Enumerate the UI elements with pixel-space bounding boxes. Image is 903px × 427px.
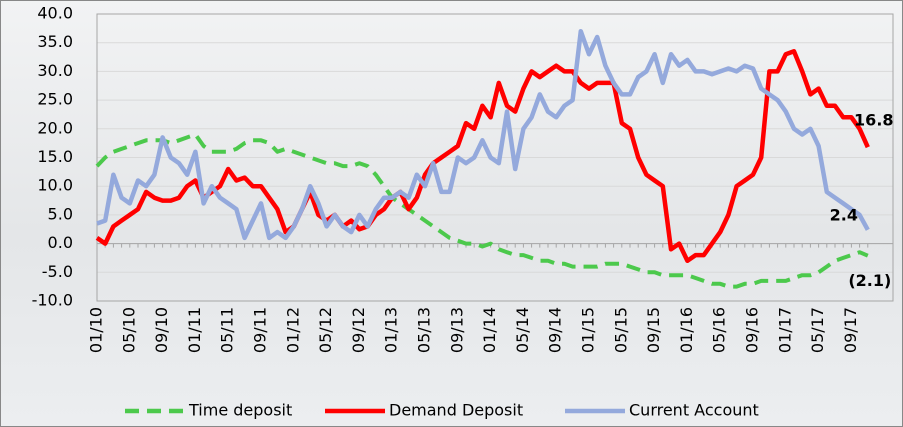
x-tick-label: 01/12 xyxy=(283,307,302,353)
x-tick-label: 09/11 xyxy=(251,307,270,353)
y-tick-label: 25.0 xyxy=(37,90,73,109)
y-tick-label: 15.0 xyxy=(37,147,73,166)
x-tick-label: 05/13 xyxy=(415,307,434,353)
x-tick-label: 05/12 xyxy=(316,307,335,353)
x-tick-label: 01/10 xyxy=(87,307,106,353)
x-tick-label: 01/16 xyxy=(677,307,696,353)
series-line xyxy=(97,51,868,260)
x-tick-label: 09/13 xyxy=(447,307,466,353)
x-tick-label: 09/12 xyxy=(349,307,368,353)
x-tick-label: 05/15 xyxy=(611,307,630,353)
y-tick-label: 0.0 xyxy=(48,233,73,252)
page: -10.0 -5.0 0.0 5.0 10.0 15.0 20.0 25.0 30.0 35.0 4… xyxy=(0,0,903,427)
x-tick-label: 01/14 xyxy=(480,307,499,353)
x-tick-label: 05/10 xyxy=(119,307,138,353)
y-tick-label: 40.0 xyxy=(37,4,73,23)
x-tick-label: 05/17 xyxy=(808,307,827,353)
y-tick-label: -10.0 xyxy=(32,291,73,310)
data-label: (2.1) xyxy=(848,271,891,290)
legend-label: Demand Deposit xyxy=(389,401,523,420)
y-tick-label: 5.0 xyxy=(48,204,73,223)
x-tick-label: 09/14 xyxy=(546,307,565,353)
x-tick-label: 09/10 xyxy=(152,307,171,353)
x-tick-label: 09/15 xyxy=(644,307,663,353)
frame xyxy=(1,1,903,427)
x-tick-label: 05/16 xyxy=(710,307,729,353)
chart: -10.0 -5.0 0.0 5.0 10.0 15.0 20.0 25.0 30.0 35.0 4… xyxy=(0,0,903,427)
y-tick-label: 10.0 xyxy=(37,176,73,195)
legend-label: Current Account xyxy=(629,401,759,420)
y-tick-label: 35.0 xyxy=(37,32,73,51)
x-tick-label: 01/13 xyxy=(382,307,401,353)
legend-label: Time deposit xyxy=(188,401,292,420)
x-tick-label: 01/11 xyxy=(185,307,204,353)
y-tick-label: 30.0 xyxy=(37,61,73,80)
x-tick-label: 01/17 xyxy=(775,307,794,353)
x-tick-label: 05/11 xyxy=(218,307,237,353)
y-tick-label: 20.0 xyxy=(37,118,73,137)
data-label: 16.8 xyxy=(854,111,893,130)
x-tick-label: 09/16 xyxy=(743,307,762,353)
x-tick-label: 05/14 xyxy=(513,307,532,353)
data-label: 2.4 xyxy=(830,205,858,224)
x-tick-label: 01/15 xyxy=(579,307,598,353)
y-tick-label: -5.0 xyxy=(42,262,73,281)
series-line xyxy=(97,31,868,238)
x-tick-label: 09/17 xyxy=(841,307,860,353)
